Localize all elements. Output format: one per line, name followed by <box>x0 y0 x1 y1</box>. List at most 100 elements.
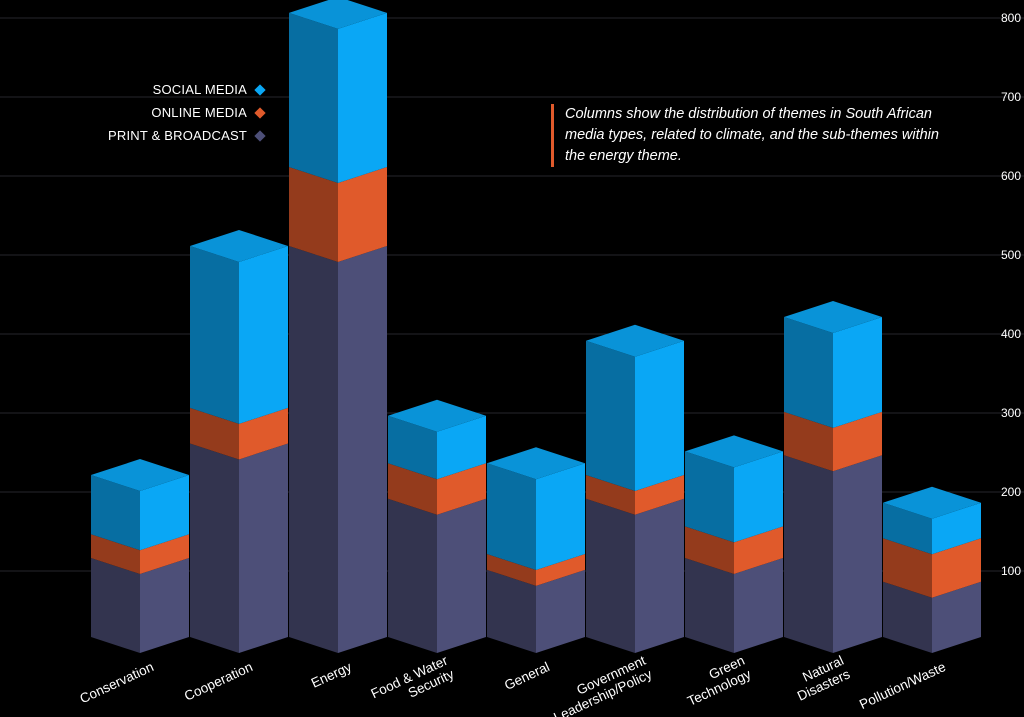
bar-government-leadership-policy-print-broadcast-left-face <box>586 498 635 653</box>
bar-general-social-media-left-face <box>487 463 536 571</box>
y-tick-label-400: 400 <box>1001 327 1021 341</box>
bar-government-leadership-policy-print-broadcast-right-face <box>635 498 684 653</box>
bar-conservation-print-broadcast-right-face <box>140 558 189 653</box>
legend-item-online-media: ONLINE MEDIA <box>60 101 270 124</box>
bar-general-online-media-right-face <box>536 554 585 586</box>
bar-cooperation-print-broadcast <box>190 443 288 653</box>
bar-cooperation-social-media-right-face <box>239 245 288 424</box>
y-tick-label-700: 700 <box>1001 90 1021 104</box>
bar-conservation-print-broadcast <box>91 558 189 653</box>
column-pollution-waste <box>883 486 981 653</box>
bar-government-leadership-policy-online-media-left-face <box>586 475 635 515</box>
bar-natural-disasters-print-broadcast-left-face <box>784 455 833 653</box>
y-tick-label-100: 100 <box>1001 564 1021 578</box>
legend-item-print-broadcast: PRINT & BROADCAST <box>60 124 270 147</box>
chart-note: Columns show the distribution of themes … <box>551 104 945 167</box>
bar-cooperation-print-broadcast-left-face <box>190 443 239 653</box>
bar-cooperation-online-media-right-face <box>239 407 288 460</box>
bar-pollution-waste-online-media-left-face <box>883 538 932 598</box>
bar-pollution-waste-print-broadcast <box>883 581 981 653</box>
category-label-cooperation: Cooperation <box>182 659 255 704</box>
bar-general-print-broadcast-right-face <box>536 569 585 653</box>
bar-food-water-security-online-media-left-face <box>388 463 437 515</box>
bar-green-technology-social-media-left-face <box>685 451 734 543</box>
y-tick-label-500: 500 <box>1001 248 1021 262</box>
bar-natural-disasters-print-broadcast-right-face <box>833 455 882 653</box>
legend-label-online-media: ONLINE MEDIA <box>151 105 247 120</box>
bar-pollution-waste-social-media-left-face <box>883 502 932 555</box>
bar-general-print-broadcast-left-face <box>487 569 536 653</box>
bar-pollution-waste-social-media <box>883 502 981 555</box>
bar-natural-disasters-social-media-left-face <box>784 317 833 428</box>
bar-government-leadership-policy-social-media-left-face <box>586 340 635 492</box>
bar-food-water-security-print-broadcast-left-face <box>388 498 437 653</box>
y-tick-label-800: 800 <box>1001 11 1021 25</box>
bar-conservation-social-media-left-face <box>91 475 140 551</box>
bar-natural-disasters-online-media-left-face <box>784 411 833 472</box>
bar-top-natural-disasters <box>784 301 882 334</box>
bar-green-technology-print-broadcast <box>685 558 783 653</box>
bar-energy-print-broadcast-right-face <box>338 245 387 653</box>
bar-cooperation-social-media <box>190 245 288 424</box>
bar-energy-social-media-right-face <box>338 12 387 183</box>
bar-energy-social-media-left-face <box>289 12 338 183</box>
y-axis-ticks: 100 200 300 400 500 600 700 800 <box>1001 11 1021 578</box>
category-label-government-leadership-policy: GovernmentLeadership/Policy <box>545 653 654 717</box>
column-general <box>487 447 585 653</box>
column-cooperation <box>190 229 288 653</box>
bar-general-social-media-right-face <box>536 463 585 571</box>
category-label-natural-disasters: NaturalDisasters <box>789 653 853 704</box>
bar-general-online-media <box>487 554 585 586</box>
legend-item-social-media: SOCIAL MEDIA <box>60 78 270 101</box>
bar-pollution-waste-online-media <box>883 538 981 598</box>
bar-food-water-security-online-media <box>388 463 486 515</box>
bar-energy-online-media-left-face <box>289 166 338 262</box>
bar-general-online-media-left-face <box>487 554 536 586</box>
bar-conservation-online-media <box>91 534 189 574</box>
category-label-green-technology: GreenTechnology <box>679 653 754 709</box>
bar-green-technology-print-broadcast-right-face <box>734 558 783 653</box>
bar-conservation-online-media-right-face <box>140 534 189 574</box>
category-labels: Conservation Cooperation Energy Food & Wate… <box>77 653 947 717</box>
bar-food-water-security-social-media-left-face <box>388 415 437 480</box>
bar-government-leadership-policy-online-media-right-face <box>635 475 684 515</box>
bar-pollution-waste-print-broadcast-right-face <box>932 581 981 653</box>
bar-conservation-online-media-left-face <box>91 534 140 574</box>
bar-green-technology-social-media-right-face <box>734 451 783 543</box>
bar-energy-social-media <box>289 12 387 183</box>
category-label-energy: Energy <box>309 659 354 691</box>
bar-pollution-waste-print-broadcast-left-face <box>883 581 932 653</box>
bar-top-government-leadership-policy <box>586 324 684 357</box>
bar-government-leadership-policy-social-media <box>586 340 684 492</box>
bar-natural-disasters-social-media <box>784 317 882 428</box>
bar-government-leadership-policy-online-media <box>586 475 684 515</box>
category-label-pollution-waste: Pollution/Waste <box>857 659 948 712</box>
bar-natural-disasters-social-media-right-face <box>833 317 882 428</box>
bar-food-water-security-print-broadcast-right-face <box>437 498 486 653</box>
y-tick-label-200: 200 <box>1001 485 1021 499</box>
column-green-technology <box>685 435 783 653</box>
bar-food-water-security-social-media-right-face <box>437 415 486 480</box>
bar-green-technology-print-broadcast-left-face <box>685 558 734 653</box>
legend-swatch-social-media <box>254 83 266 96</box>
bar-food-water-security-social-media <box>388 415 486 480</box>
bar-energy-online-media-right-face <box>338 166 387 262</box>
bar-green-technology-online-media <box>685 526 783 574</box>
column-conservation <box>91 459 189 653</box>
bar-natural-disasters-online-media <box>784 411 882 472</box>
category-label-food-water-security: Food & WaterSecurity <box>369 653 457 715</box>
bar-energy-print-broadcast-left-face <box>289 245 338 653</box>
legend-label-print-broadcast: PRINT & BROADCAST <box>108 128 247 143</box>
bar-top-food-water-security <box>388 399 486 432</box>
y-tick-label-300: 300 <box>1001 406 1021 420</box>
legend-swatch-print-broadcast <box>254 129 266 142</box>
bar-green-technology-online-media-left-face <box>685 526 734 574</box>
legend-swatch-online-media <box>254 106 266 119</box>
y-tick-label-600: 600 <box>1001 169 1021 183</box>
bar-natural-disasters-print-broadcast <box>784 455 882 653</box>
bar-food-water-security-online-media-right-face <box>437 463 486 515</box>
bar-pollution-waste-social-media-right-face <box>932 502 981 555</box>
column-natural-disasters <box>784 301 882 653</box>
bar-top-pollution-waste <box>883 486 981 519</box>
